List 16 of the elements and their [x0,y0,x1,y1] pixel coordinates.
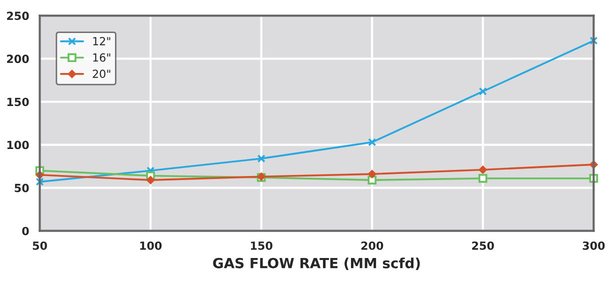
y-tick-label: 50 [14,184,29,192]
legend-label: 20" [92,70,110,78]
y-tick-label: 0 [22,226,29,236]
x-axis-title: GAS FLOW RATE (MM scfd) [213,258,420,270]
x-tick-label: 100 [140,241,162,250]
x-tick-label: 150 [250,241,272,250]
x-tick-label: 200 [361,241,384,250]
y-tick-label: 150 [7,98,29,106]
x-tick-label: 50 [32,241,47,250]
x-tick-label: 250 [472,241,494,250]
legend-label: 12" [93,36,110,46]
legend-label: 16" [93,53,110,62]
y-tick-label: 250 [7,12,29,20]
y-tick-label: 200 [7,54,29,64]
y-tick-label: 100 [7,140,29,150]
x-tick-label: 300 [582,241,605,250]
